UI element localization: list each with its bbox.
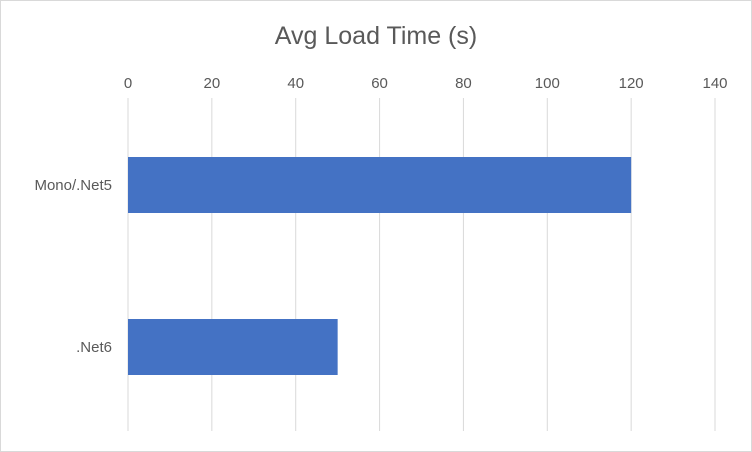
x-tick-label: 20 — [204, 75, 221, 92]
chart-title: Avg Load Time (s) — [274, 22, 478, 50]
bars — [128, 157, 632, 375]
category-label: Mono/.Net5 — [34, 177, 112, 194]
x-axis-tick-labels: 0 20 40 60 80 100 120 140 — [124, 75, 728, 92]
x-tick-label: 100 — [535, 75, 560, 92]
x-tick-label: 120 — [619, 75, 644, 92]
bar-net6 — [128, 319, 338, 375]
y-axis-category-labels: Mono/.Net5 .Net6 — [34, 177, 112, 356]
x-tick-label: 140 — [702, 75, 727, 92]
bar-mono-net5 — [128, 157, 632, 213]
x-tick-label: 40 — [287, 75, 304, 92]
category-label: .Net6 — [76, 339, 112, 356]
gridlines — [127, 98, 716, 431]
x-tick-label: 80 — [455, 75, 472, 92]
x-tick-label: 0 — [124, 75, 132, 92]
x-tick-label: 60 — [371, 75, 388, 92]
